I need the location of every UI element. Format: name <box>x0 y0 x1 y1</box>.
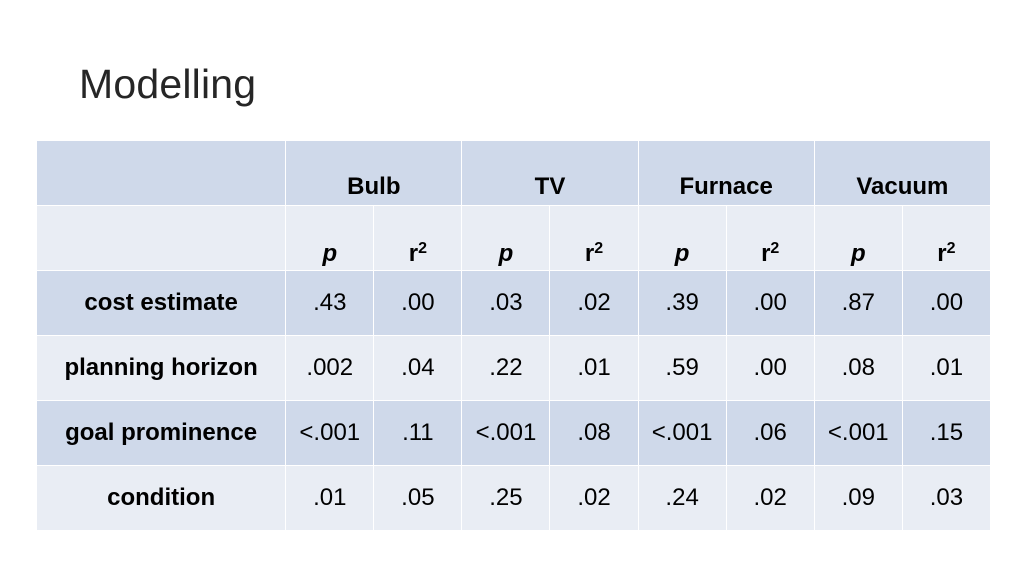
table-cell: .11 <box>373 400 463 466</box>
row-label: cost estimate <box>35 270 287 336</box>
table-cell: <.001 <box>813 400 903 466</box>
row-label: condition <box>35 465 287 531</box>
table-cell: .22 <box>461 335 551 401</box>
table-cell: .04 <box>373 335 463 401</box>
table-cell: .59 <box>637 335 727 401</box>
table-row: goal prominence <.001 .11 <.001 .08 <.00… <box>35 400 992 466</box>
table-cell: .25 <box>461 465 551 531</box>
p-header: p <box>461 205 551 271</box>
table-row: cost estimate .43 .00 .03 .02 .39 .00 .8… <box>35 270 992 336</box>
row-label: planning horizon <box>35 335 287 401</box>
table-cell: .15 <box>901 400 992 466</box>
sub-header-corner <box>35 205 287 271</box>
corner-cell <box>35 140 287 206</box>
r2-header: r2 <box>901 205 992 271</box>
table-cell: .08 <box>549 400 639 466</box>
r2-header: r2 <box>549 205 639 271</box>
table-cell: .00 <box>725 270 815 336</box>
table-cell: .03 <box>461 270 551 336</box>
table-cell: .43 <box>285 270 375 336</box>
slide-title: Modelling <box>79 61 257 107</box>
row-label: goal prominence <box>35 400 287 466</box>
table-cell: .02 <box>549 465 639 531</box>
p-header: p <box>637 205 727 271</box>
table-cell: <.001 <box>637 400 727 466</box>
table-cell: .09 <box>813 465 903 531</box>
table-cell: .02 <box>549 270 639 336</box>
group-header-vacuum: Vacuum <box>813 140 992 206</box>
table-cell: <.001 <box>285 400 375 466</box>
table-cell: .39 <box>637 270 727 336</box>
group-header-furnace: Furnace <box>637 140 815 206</box>
table-cell: .01 <box>285 465 375 531</box>
table-cell: .00 <box>373 270 463 336</box>
sub-header-row: p r2 p r2 p r2 p r2 <box>35 205 992 271</box>
table-row: condition .01 .05 .25 .02 .24 .02 .09 .0… <box>35 465 992 531</box>
table-cell: .00 <box>901 270 992 336</box>
table-cell: .03 <box>901 465 992 531</box>
table-cell: <.001 <box>461 400 551 466</box>
group-header-bulb: Bulb <box>285 140 463 206</box>
table-cell: .06 <box>725 400 815 466</box>
table-cell: .05 <box>373 465 463 531</box>
p-header: p <box>285 205 375 271</box>
group-header-row: Bulb TV Furnace Vacuum <box>35 140 992 206</box>
table-cell: .00 <box>725 335 815 401</box>
p-header: p <box>813 205 903 271</box>
group-header-tv: TV <box>461 140 639 206</box>
r2-header: r2 <box>373 205 463 271</box>
table-cell: .02 <box>725 465 815 531</box>
table-cell: .01 <box>549 335 639 401</box>
table-cell: .87 <box>813 270 903 336</box>
table-cell: .002 <box>285 335 375 401</box>
r2-header: r2 <box>725 205 815 271</box>
table-cell: .01 <box>901 335 992 401</box>
table-cell: .24 <box>637 465 727 531</box>
table-cell: .08 <box>813 335 903 401</box>
table-row: planning horizon .002 .04 .22 .01 .59 .0… <box>35 335 992 401</box>
results-table: Bulb TV Furnace Vacuum p r2 p r2 p r2 p … <box>35 140 992 531</box>
